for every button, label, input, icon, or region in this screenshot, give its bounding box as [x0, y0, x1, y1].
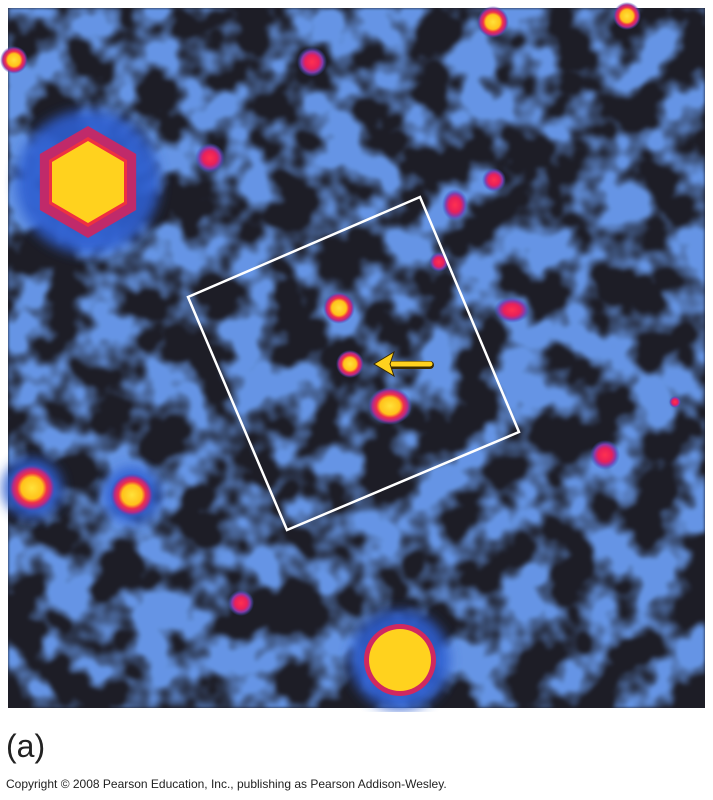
copyright: Copyright © 2008 Pearson Education, Inc.…	[6, 777, 447, 791]
sky-image	[0, 2, 705, 710]
field-box	[186, 195, 521, 532]
stars	[0, 2, 681, 616]
arrow	[373, 350, 434, 378]
panel-label: (a)	[6, 728, 46, 764]
star	[369, 629, 431, 691]
bright-star	[52, 141, 124, 223]
